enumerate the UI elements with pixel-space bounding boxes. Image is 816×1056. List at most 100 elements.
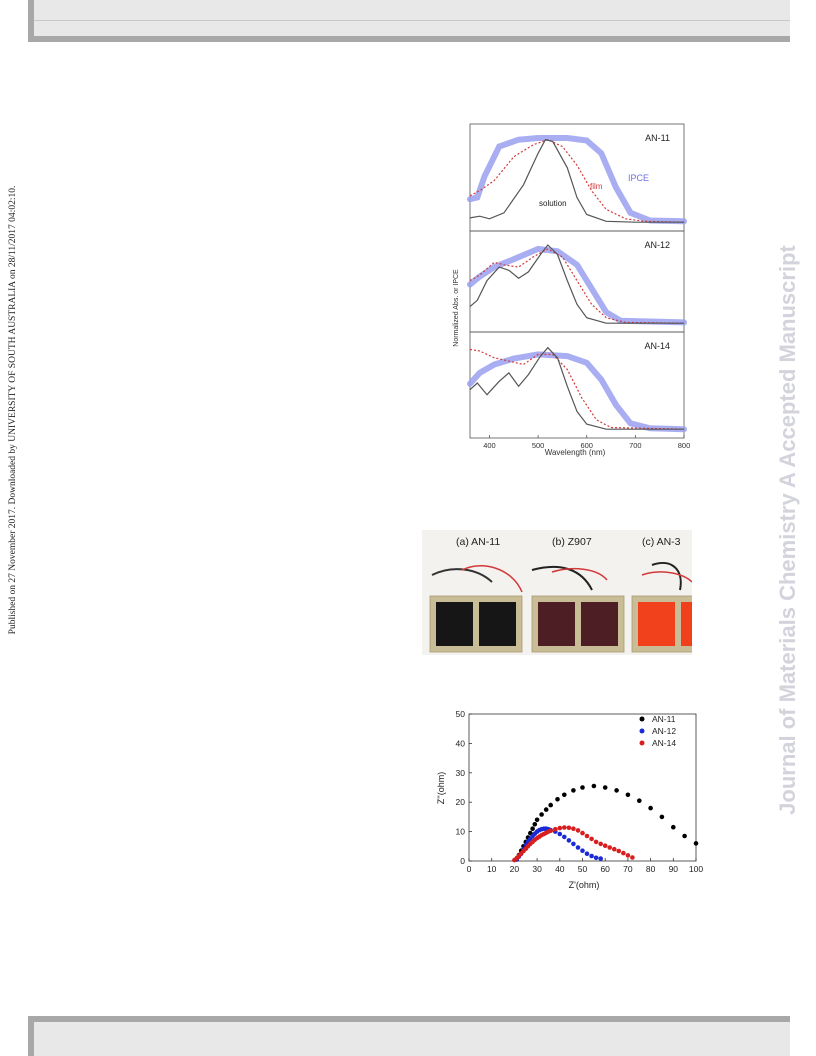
data-point [614,788,619,793]
panel-label: AN-12 [644,240,670,250]
y-tick-label: 10 [456,827,466,837]
data-point [557,825,563,831]
x-tick-label: 800 [678,441,691,450]
x-tick-label: 20 [510,864,520,874]
nyquist-points [512,783,699,863]
data-point [548,802,553,808]
data-point [602,785,608,790]
film-label: film [590,182,603,191]
x-tick-label: 70 [623,864,633,874]
nyquist-ylabel: Z''(ohm) [436,772,446,804]
data-point [566,825,572,831]
ipce-curve [467,351,687,433]
panel-label: AN-14 [644,341,670,351]
x-tick-label: 80 [646,864,656,874]
data-point [575,828,581,833]
data-point [648,805,653,811]
cell-left [436,602,473,646]
data-point [571,841,576,847]
data-point [532,822,538,827]
data-point [659,814,665,820]
data-point [571,788,576,793]
watermark-text: Journal of Materials Chemistry A Accepte… [775,245,800,815]
data-point [593,839,599,845]
series-an-11 [514,783,699,862]
y-tick-label: 0 [460,856,465,866]
ipce-label: IPCE [628,173,649,183]
dssc-module-3 [631,595,692,653]
data-point [543,807,549,812]
nyquist-legend: AN-11 AN-12 AN-14 [639,714,676,748]
x-tick-label: 90 [669,864,679,874]
cell-left [638,602,675,646]
data-point [575,845,581,850]
x-tick-label: 10 [487,864,497,874]
caption-z907: (b) Z907 [552,536,592,548]
journal-watermark: Journal of Materials Chemistry A Accepte… [770,140,806,920]
data-point [671,824,676,830]
dssc-modules [429,595,692,653]
data-point [598,841,603,847]
spectra-ylabel: Normalized Abs. or IPCE [453,269,460,347]
dssc-module-2 [531,595,625,653]
ipce-curve [467,135,687,225]
data-point [548,828,553,833]
caption-an11: (a) AN-11 [456,536,500,548]
solution-curve [469,346,684,430]
ipce-curve [467,245,687,326]
spectra-panel-1: AN-11 IPCE film solution [467,123,687,232]
data-point [562,825,567,830]
dssc-photo: (a) AN-11 (b) Z907 (c) AN-3 [422,530,692,655]
data-point [589,853,594,859]
data-point [607,845,612,850]
legend-marker [639,740,645,746]
legend-marker [639,728,645,734]
cell-right [479,602,516,646]
x-tick-label: 50 [578,864,588,874]
x-tick-label: 30 [532,864,542,874]
x-tick-label: 100 [689,864,703,874]
x-tick-label: 40 [555,864,565,874]
data-point [530,826,535,831]
x-tick-label: 700 [629,441,642,450]
x-tick-label: 400 [483,441,496,450]
spectra-figure: Normalized Abs. or IPCE AN-11 IPCE film sol… [453,123,690,457]
data-point [682,833,687,839]
data-point [562,792,567,798]
publication-info-text: Published on 27 November 2017. Downloade… [8,185,18,635]
bottom-footer-bar [28,1016,790,1056]
nyquist-chart: Z''(ohm) 0 10 20 30 40 50 60 70 80 90 100 0 10 20 30 40… [436,709,703,890]
nyquist-xlabel: Z'(ohm) [569,880,600,890]
solution-label: solution [539,199,567,208]
dssc-module-1 [429,595,523,653]
x-tick-label: 600 [580,441,593,450]
data-point [630,855,635,860]
legend-marker [639,716,645,722]
spectra-xticks: 400 500 600 700 800 [483,435,690,450]
data-point [566,838,572,843]
data-point [580,830,585,836]
data-point [589,836,594,842]
film-curve [469,139,685,223]
data-point [693,841,699,846]
y-tick-label: 30 [456,768,466,778]
series-an-14 [512,825,635,863]
solution-curve [469,139,684,223]
cell-right [681,602,692,646]
data-point [616,848,622,854]
cell-left [538,602,575,646]
y-tick-label: 50 [456,709,466,719]
data-point [593,855,599,861]
cell-right [581,602,618,646]
panel-label: AN-11 [645,133,670,143]
data-point [571,826,576,831]
data-point [584,851,590,856]
data-point [553,826,558,832]
y-tick-label: 20 [456,797,466,807]
publication-sidebar: Published on 27 November 2017. Downloade… [3,150,23,670]
data-point [555,797,560,802]
solution-curve [469,244,684,324]
data-point [534,817,540,823]
film-curve [469,348,685,430]
film-curve [469,248,685,324]
